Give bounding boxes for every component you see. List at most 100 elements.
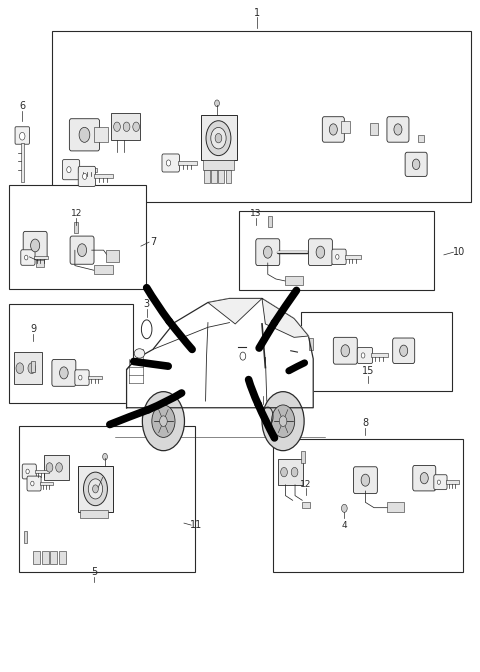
- Circle shape: [67, 167, 71, 173]
- Circle shape: [31, 239, 40, 252]
- Bar: [21, 143, 24, 181]
- FancyBboxPatch shape: [27, 476, 41, 491]
- FancyBboxPatch shape: [15, 127, 29, 144]
- FancyBboxPatch shape: [332, 249, 346, 265]
- Bar: [309, 338, 313, 350]
- Circle shape: [316, 246, 324, 258]
- Bar: [239, 211, 434, 290]
- FancyBboxPatch shape: [413, 466, 436, 491]
- Text: 10: 10: [453, 247, 465, 257]
- Text: 8: 8: [362, 418, 369, 428]
- Circle shape: [20, 132, 25, 140]
- Polygon shape: [262, 298, 309, 337]
- Bar: [341, 122, 350, 134]
- Circle shape: [167, 160, 171, 166]
- Text: 5: 5: [91, 567, 97, 577]
- Bar: [44, 455, 69, 480]
- Bar: [302, 501, 310, 508]
- Bar: [301, 312, 452, 391]
- Bar: [40, 482, 53, 485]
- Bar: [111, 114, 141, 140]
- FancyBboxPatch shape: [21, 250, 35, 265]
- Circle shape: [420, 472, 428, 484]
- FancyBboxPatch shape: [357, 347, 372, 364]
- FancyBboxPatch shape: [256, 239, 280, 265]
- FancyBboxPatch shape: [22, 464, 36, 479]
- Bar: [36, 260, 44, 267]
- Bar: [78, 168, 97, 172]
- Circle shape: [84, 472, 108, 505]
- Circle shape: [103, 454, 108, 460]
- Bar: [50, 550, 57, 564]
- Bar: [301, 451, 305, 463]
- Bar: [9, 185, 146, 289]
- FancyBboxPatch shape: [309, 239, 332, 265]
- Circle shape: [215, 134, 222, 143]
- FancyBboxPatch shape: [162, 154, 180, 172]
- Bar: [345, 255, 360, 259]
- Bar: [74, 222, 78, 233]
- Circle shape: [46, 463, 53, 472]
- FancyBboxPatch shape: [78, 167, 96, 186]
- Bar: [278, 460, 303, 485]
- Text: 9: 9: [30, 325, 36, 334]
- FancyBboxPatch shape: [353, 467, 377, 494]
- Circle shape: [341, 345, 349, 357]
- Circle shape: [341, 504, 347, 512]
- Circle shape: [361, 353, 365, 358]
- Bar: [371, 353, 388, 358]
- Circle shape: [240, 352, 246, 360]
- Circle shape: [143, 392, 184, 451]
- FancyBboxPatch shape: [333, 337, 357, 364]
- Circle shape: [77, 244, 86, 257]
- Bar: [418, 135, 424, 142]
- Circle shape: [336, 255, 339, 259]
- Bar: [9, 304, 133, 403]
- Circle shape: [291, 468, 298, 477]
- FancyBboxPatch shape: [323, 117, 344, 142]
- Circle shape: [83, 173, 87, 179]
- FancyBboxPatch shape: [393, 338, 415, 364]
- Bar: [211, 170, 217, 183]
- Bar: [42, 550, 48, 564]
- Circle shape: [361, 474, 370, 486]
- Text: 11: 11: [190, 520, 202, 530]
- Bar: [88, 376, 102, 380]
- Circle shape: [79, 375, 82, 380]
- Bar: [268, 216, 272, 226]
- Circle shape: [60, 367, 68, 379]
- Bar: [34, 255, 48, 259]
- Circle shape: [262, 392, 304, 451]
- Bar: [78, 466, 113, 511]
- Circle shape: [400, 345, 408, 356]
- Bar: [445, 480, 458, 484]
- Bar: [14, 352, 42, 384]
- FancyBboxPatch shape: [62, 160, 80, 179]
- Text: 6: 6: [19, 101, 25, 111]
- Circle shape: [26, 469, 29, 474]
- FancyBboxPatch shape: [70, 236, 94, 264]
- Circle shape: [206, 121, 231, 156]
- Bar: [106, 250, 120, 262]
- Circle shape: [88, 479, 103, 499]
- Circle shape: [211, 128, 226, 149]
- Circle shape: [412, 159, 420, 169]
- Bar: [178, 161, 197, 165]
- Text: 4: 4: [342, 521, 347, 530]
- Bar: [387, 502, 404, 511]
- Circle shape: [133, 122, 140, 132]
- Bar: [31, 361, 35, 372]
- Bar: [94, 265, 113, 274]
- Bar: [52, 31, 471, 202]
- FancyBboxPatch shape: [52, 360, 76, 386]
- Bar: [203, 160, 234, 170]
- FancyBboxPatch shape: [434, 474, 447, 490]
- Text: 12: 12: [300, 480, 312, 489]
- Bar: [33, 550, 40, 564]
- Polygon shape: [127, 298, 313, 408]
- Bar: [273, 439, 463, 572]
- Bar: [204, 170, 210, 183]
- Text: 1: 1: [254, 8, 260, 17]
- Bar: [285, 276, 303, 285]
- FancyBboxPatch shape: [405, 153, 427, 176]
